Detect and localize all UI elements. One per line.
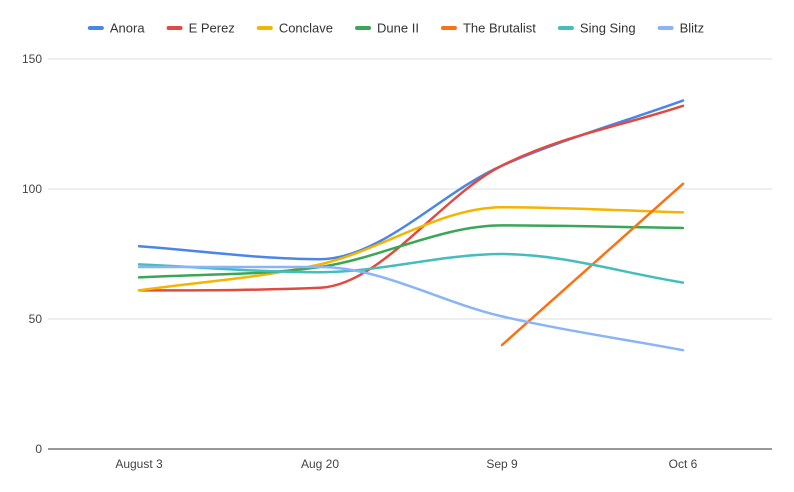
- x-tick-label: August 3: [115, 457, 163, 471]
- x-tick-label: Oct 6: [669, 457, 698, 471]
- x-axis-ticks: August 3 Aug 20 Sep 9 Oct 6: [115, 457, 697, 471]
- legend: Anora E Perez Conclave Dune II The Brutalist…: [87, 21, 705, 36]
- x-tick-label: Aug 20: [301, 457, 339, 471]
- legend-label: E Perez: [189, 21, 235, 36]
- y-tick-label: 100: [22, 182, 42, 196]
- y-axis-ticks: 0 50 100 150: [22, 52, 42, 456]
- series-lines: [137, 99, 685, 352]
- legend-label: Conclave: [279, 21, 333, 36]
- legend-item-anora[interactable]: Anora: [87, 21, 145, 36]
- legend-item-dune-ii[interactable]: Dune II: [355, 21, 419, 36]
- legend-item-sing-sing[interactable]: Sing Sing: [557, 21, 636, 36]
- series-line-dune-ii: [137, 224, 685, 279]
- gridlines: [48, 58, 772, 320]
- y-tick-label: 50: [29, 312, 43, 326]
- legend-label: The Brutalist: [463, 21, 536, 36]
- series-line-e-perez: [137, 104, 685, 292]
- x-tick-label: Sep 9: [486, 457, 518, 471]
- series-line-blitz: [137, 265, 685, 352]
- legend-item-conclave[interactable]: Conclave: [256, 21, 333, 36]
- legend-label: Sing Sing: [580, 21, 636, 36]
- series-line-conclave: [137, 205, 685, 292]
- legend-label: Dune II: [377, 21, 419, 36]
- legend-label: Blitz: [680, 21, 705, 36]
- y-tick-label: 0: [35, 442, 42, 456]
- series-line-sing-sing: [137, 252, 685, 284]
- legend-item-the-brutalist[interactable]: The Brutalist: [440, 21, 536, 36]
- y-tick-label: 150: [22, 52, 42, 66]
- legend-label: Anora: [110, 21, 145, 36]
- legend-item-blitz[interactable]: Blitz: [657, 21, 705, 36]
- legend-item-e-perez[interactable]: E Perez: [166, 21, 235, 36]
